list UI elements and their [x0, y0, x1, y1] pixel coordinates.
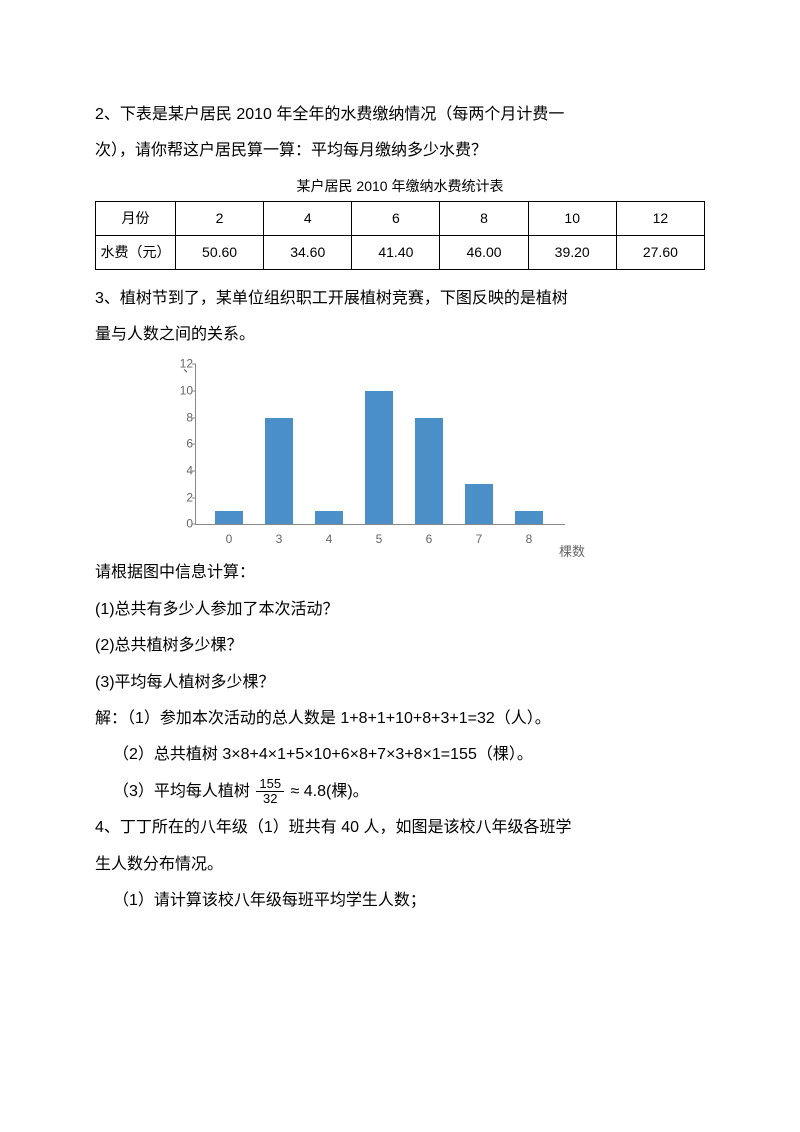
bar: [265, 418, 293, 525]
row-label: 水费（元）: [96, 235, 176, 269]
q3-sub1: (1)总共有多少人参加了本次活动？: [95, 595, 705, 625]
y-tick-mark: [192, 417, 196, 418]
x-tick-label: 5: [359, 528, 399, 551]
chart-container: 、 棵数 0246810120345678: [95, 356, 705, 558]
y-tick-label: 8: [171, 406, 193, 429]
y-tick-mark: [192, 391, 196, 392]
month-cell: 6: [352, 202, 440, 236]
fee-cell: 46.00: [440, 235, 528, 269]
month-cell: 12: [616, 202, 704, 236]
month-cell: 2: [176, 202, 264, 236]
ans3-suffix: 。: [353, 783, 369, 800]
fee-cell: 50.60: [176, 235, 264, 269]
q3-prompt: 请根据图中信息计算：: [95, 558, 705, 588]
header-cell: 月份: [96, 202, 176, 236]
ans-label: 解：: [95, 710, 127, 727]
y-tick-mark: [192, 524, 196, 525]
q4-line2: 生人数分布情况。: [95, 850, 705, 880]
q3-line1: 3、植树节到了，某单位组织职工开展植树竞赛，下图反映的是植树: [95, 284, 705, 314]
y-tick-label: 6: [171, 433, 193, 456]
q3-ans3: （3）平均每人植树 155 32 ≈ 4.8(棵)。: [95, 777, 705, 807]
x-tick-label: 4: [309, 528, 349, 551]
ans1-text: （1）参加本次活动的总人数是 1+8+1+10+8+3+1=32（人）。: [127, 710, 551, 727]
y-tick-label: 4: [171, 460, 193, 483]
fee-cell: 39.20: [528, 235, 616, 269]
bar: [515, 511, 543, 524]
q2-line2: 次），请你帮这户居民算一算：平均每月缴纳多少水费？: [95, 136, 705, 166]
fee-cell: 34.60: [264, 235, 352, 269]
y-tick-mark: [192, 444, 196, 445]
y-tick-mark: [192, 364, 196, 365]
q3-ans1: 解：（1）参加本次活动的总人数是 1+8+1+10+8+3+1=32（人）。: [95, 704, 705, 734]
ans3-approx: ≈ 4.8(棵): [291, 783, 353, 800]
q3-sub3: (3)平均每人植树多少棵？: [95, 668, 705, 698]
x-tick-label: 3: [259, 528, 299, 551]
bar: [415, 418, 443, 525]
y-tick-label: 10: [171, 380, 193, 403]
table-row: 月份 2 4 6 8 10 12: [96, 202, 705, 236]
x-tick-label: 7: [459, 528, 499, 551]
q3-sub2: (2)总共植树多少棵？: [95, 631, 705, 661]
x-axis: [195, 524, 565, 525]
q3-ans2: （2）总共植树 3×8+4×1+5×10+6×8+7×3+8×1=155（棵）。: [95, 740, 705, 770]
fraction: 155 32: [256, 777, 284, 807]
q4-sub1: （1）请计算该校八年级每班平均学生人数；: [95, 886, 705, 916]
q2-table: 月份 2 4 6 8 10 12 水费（元） 50.60 34.60 41.40…: [95, 201, 705, 269]
bar-chart: 、 棵数 0246810120345678: [165, 364, 585, 554]
x-tick-label: 6: [409, 528, 449, 551]
y-tick-label: 12: [171, 353, 193, 376]
x-tick-label: 0: [209, 528, 249, 551]
month-cell: 8: [440, 202, 528, 236]
table-row: 水费（元） 50.60 34.60 41.40 46.00 39.20 27.6…: [96, 235, 705, 269]
month-cell: 10: [528, 202, 616, 236]
bar: [465, 484, 493, 524]
frac-numerator: 155: [256, 777, 284, 792]
bar: [365, 391, 393, 524]
fee-cell: 27.60: [616, 235, 704, 269]
fee-cell: 41.40: [352, 235, 440, 269]
q2-line1: 2、下表是某户居民 2010 年全年的水费缴纳情况（每两个月计费一: [95, 100, 705, 130]
q2-table-title: 某户居民 2010 年缴纳水费统计表: [95, 173, 705, 200]
q4-line1: 4、丁丁所在的八年级（1）班共有 40 人，如图是该校八年级各班学: [95, 813, 705, 843]
x-axis-label: 棵数: [559, 540, 585, 565]
ans3-prefix: （3）平均每人植树: [113, 783, 250, 800]
frac-denominator: 32: [260, 792, 280, 806]
y-tick-label: 0: [171, 513, 193, 536]
month-cell: 4: [264, 202, 352, 236]
bar: [215, 511, 243, 524]
y-tick-mark: [192, 471, 196, 472]
x-tick-label: 8: [509, 528, 549, 551]
q3-line2: 量与人数之间的关系。: [95, 320, 705, 350]
y-tick-label: 2: [171, 486, 193, 509]
bar: [315, 511, 343, 524]
y-tick-mark: [192, 497, 196, 498]
